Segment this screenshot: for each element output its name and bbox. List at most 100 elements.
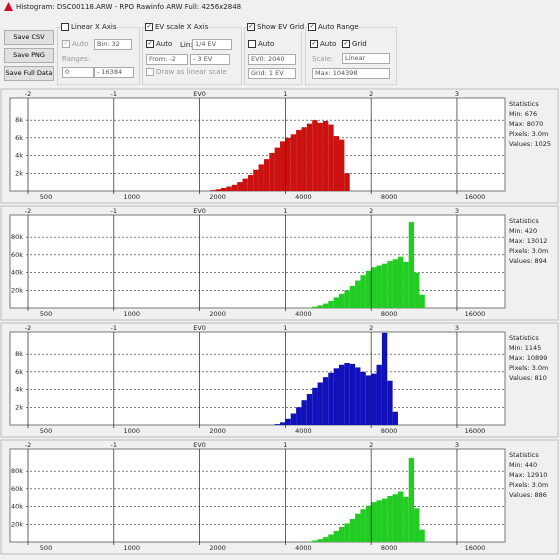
save-csv-button[interactable]: Save CSV — [4, 30, 54, 45]
x-tick-label-bottom: 8000 — [381, 544, 398, 552]
x-tick-label-top: 1 — [283, 90, 287, 98]
range-grid[interactable]: ✓ Grid — [342, 40, 367, 48]
x-tick-label-top: -1 — [111, 441, 117, 449]
histogram-bar — [301, 400, 307, 425]
grid-auto[interactable]: Auto — [248, 40, 274, 48]
histogram-bar — [258, 164, 264, 191]
y-tick-label: 4k — [15, 386, 23, 394]
y-tick-label: 8k — [15, 350, 23, 358]
histogram-bar — [328, 372, 334, 425]
statistics-line: Values: 886 — [509, 491, 547, 499]
label: Draw as linear scale — [156, 68, 227, 76]
ev-to[interactable]: - 3 EV — [190, 54, 230, 65]
statistics-line: Pixels: 3.0m — [509, 364, 548, 372]
x-tick-label-bottom: 4000 — [295, 310, 312, 318]
x-tick-label-top: 3 — [455, 324, 459, 332]
plot-area — [9, 331, 506, 426]
histogram-bar — [376, 265, 382, 308]
y-tick-label: 6k — [15, 134, 23, 142]
max-input[interactable]: Max: 104398 — [312, 68, 390, 79]
y-tick-label: 2k — [15, 169, 23, 177]
x-tick-label-top: 1 — [283, 441, 287, 449]
histogram-bar — [344, 290, 350, 308]
grid-toggle[interactable]: ✓ Show EV Grid — [247, 23, 305, 31]
panel-border — [0, 439, 559, 555]
x-tick-label-bottom: 4000 — [295, 193, 312, 201]
histogram-bar — [414, 272, 420, 308]
range-to[interactable]: - 16384 — [94, 67, 134, 78]
histogram-bar — [306, 123, 313, 191]
save-png-button[interactable]: Save PNG — [4, 48, 54, 63]
histogram-bar — [285, 418, 291, 425]
x-tick-label-bottom: 2000 — [209, 193, 226, 201]
linear-auto[interactable]: ✓ Auto — [62, 40, 89, 48]
ev0-input[interactable]: EV0: 2040 — [248, 54, 296, 65]
range-toggle[interactable]: ✓ Auto Range — [308, 23, 359, 31]
y-tick-label: 6k — [15, 368, 23, 376]
window-title: Histogram: DSC00118.ARW - RPO Rawinfo AR… — [16, 3, 242, 11]
grid-step-select[interactable]: Grid: 1 EV — [248, 68, 296, 79]
label: Auto Range — [318, 23, 359, 31]
statistics-line: Values: 1025 — [509, 140, 551, 148]
x-tick-label-top: 1 — [283, 207, 287, 215]
histogram-bar — [226, 186, 232, 191]
histogram-bar — [349, 363, 356, 425]
statistics-title: Statistics — [509, 451, 539, 459]
histogram-bar — [365, 270, 372, 308]
histogram-bar — [333, 297, 339, 308]
histogram-bar — [290, 134, 297, 191]
y-tick-label: 40k — [11, 269, 23, 277]
histogram-bar — [381, 263, 388, 308]
plot-area — [9, 214, 506, 309]
draw-linear[interactable]: Draw as linear scale — [146, 68, 227, 76]
y-tick-label: 40k — [11, 503, 23, 511]
linear-toggle[interactable]: Linear X Axis — [61, 23, 117, 31]
statistics-line: Pixels: 3.0m — [509, 130, 548, 138]
ev-toggle[interactable]: ✓ EV scale X Axis — [145, 23, 209, 31]
range-from[interactable]: 0 — [62, 67, 94, 78]
statistics-title: Statistics — [509, 217, 539, 225]
histogram-bar — [231, 184, 238, 191]
x-tick-label-top: 3 — [455, 207, 459, 215]
bin-input[interactable]: Bin: 32 — [94, 39, 132, 50]
histogram-bar — [419, 294, 425, 308]
statistics-line: Max: 10899 — [509, 354, 547, 362]
y-tick-label: 60k — [11, 251, 23, 259]
x-tick-label-bottom: 2000 — [209, 310, 226, 318]
histogram-bar — [333, 368, 339, 425]
histogram-bar — [263, 159, 270, 191]
histogram-bar — [376, 364, 382, 425]
range-auto[interactable]: ✓ Auto — [310, 40, 337, 48]
histogram-bar — [371, 502, 377, 542]
save-full-data-button[interactable]: Save Full Data — [4, 66, 54, 81]
histogram-bar — [280, 422, 286, 425]
histogram-bar — [381, 498, 388, 542]
statistics-line: Values: 894 — [509, 257, 547, 265]
x-tick-label-bottom: 16000 — [465, 427, 486, 435]
x-tick-label-bottom: 8000 — [381, 193, 398, 201]
x-tick-label-bottom: 1000 — [124, 544, 141, 552]
lin-select[interactable]: 1/4 EV — [192, 39, 232, 50]
histogram-bar — [365, 375, 372, 425]
x-tick-label-bottom: 16000 — [465, 544, 486, 552]
x-tick-label-bottom: 1000 — [124, 427, 141, 435]
ev-auto[interactable]: ✓ Auto — [146, 40, 173, 48]
histogram-bar — [312, 387, 318, 425]
histogram-bar — [414, 508, 420, 542]
histogram-bar — [349, 285, 356, 308]
x-tick-label-bottom: 1000 — [124, 310, 141, 318]
x-tick-label-top: -2 — [25, 441, 31, 449]
lin-label: Lin: — [180, 41, 193, 49]
scale-select[interactable]: Linear — [342, 53, 390, 64]
histogram-bar — [349, 518, 356, 542]
histogram-bar — [387, 495, 393, 542]
statistics-line: Pixels: 3.0m — [509, 247, 548, 255]
statistics-title: Statistics — [509, 334, 539, 342]
histogram-bar — [328, 300, 334, 308]
histogram-bar — [237, 182, 243, 191]
statistics-line: Max: 12910 — [509, 471, 547, 479]
ev-from[interactable]: From: -2 — [146, 54, 188, 65]
x-tick-label-top: -2 — [25, 324, 31, 332]
